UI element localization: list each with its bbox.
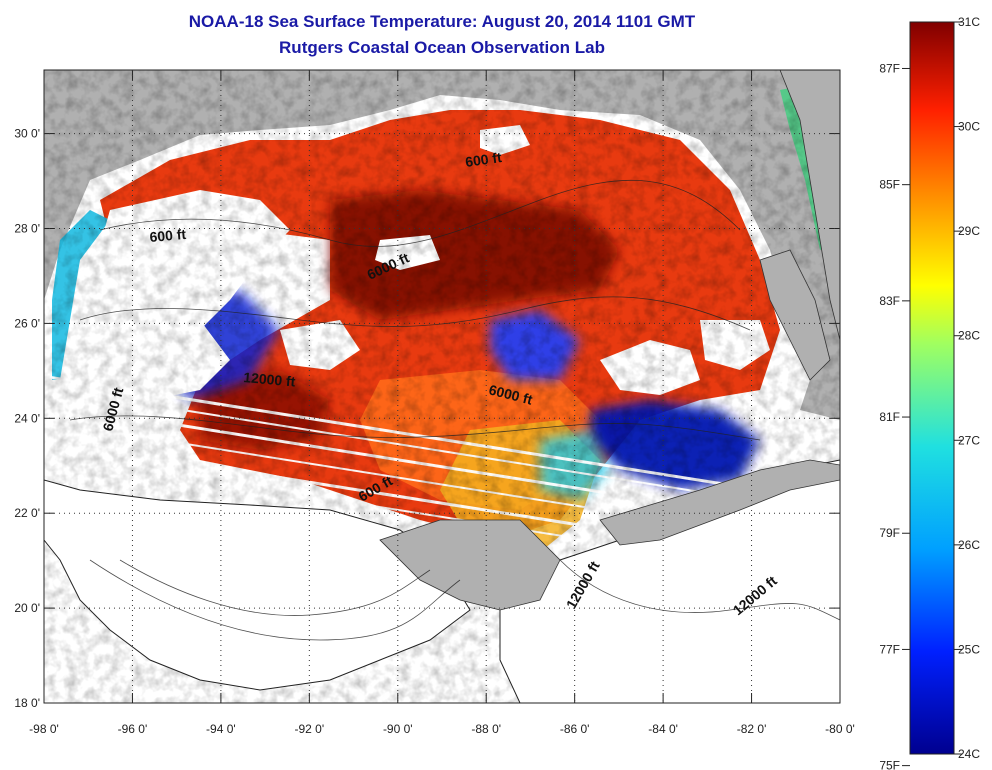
colorbar-gradient bbox=[909, 21, 955, 755]
x-tick-label: -80 0' bbox=[825, 722, 855, 736]
y-tick-label: 24 0' bbox=[14, 411, 40, 425]
y-tick-label: 30 0' bbox=[14, 127, 40, 141]
x-tick-label: -86 0' bbox=[560, 722, 590, 736]
colorbar-f-label: 75F bbox=[879, 759, 900, 770]
colorbar-c-label: 26C bbox=[958, 538, 980, 552]
contour-label: 600 ft bbox=[464, 149, 503, 170]
colorbar-f-label: 85F bbox=[879, 178, 900, 192]
y-tick-label: 20 0' bbox=[14, 601, 40, 615]
y-tick-label: 28 0' bbox=[14, 221, 40, 235]
y-tick-label: 18 0' bbox=[14, 696, 40, 710]
y-tick-label: 26 0' bbox=[14, 316, 40, 330]
map-subtitle: Rutgers Coastal Ocean Observation Lab bbox=[279, 38, 605, 57]
x-axis-labels: -98 0' -96 0' -94 0' -92 0' -90 0' -88 0' -86 … bbox=[29, 722, 855, 736]
x-tick-label: -82 0' bbox=[737, 722, 767, 736]
colorbar-c-label: 31C bbox=[958, 15, 980, 29]
y-axis-labels: 18 0' 20 0' 22 0' 24 0' 26 0' 28 0' 30 0' bbox=[14, 127, 40, 710]
bathymetry-contours bbox=[69, 179, 840, 641]
contour-label: 12000 ft bbox=[243, 369, 297, 390]
colorbar: 31C 30C 29C 28C 27C 26C 25C 24C 87F 85F 83F 81F 79F… bbox=[879, 15, 980, 770]
colorbar-f-label: 83F bbox=[879, 294, 900, 308]
colorbar-c-label: 24C bbox=[958, 747, 980, 761]
x-tick-label: -92 0' bbox=[295, 722, 325, 736]
map-body bbox=[44, 70, 840, 703]
x-tick-label: -88 0' bbox=[471, 722, 501, 736]
colorbar-c-label: 27C bbox=[958, 433, 980, 447]
cuba-land bbox=[599, 459, 840, 546]
contour-label: 600 ft bbox=[149, 226, 187, 245]
colorbar-fahrenheit-labels: 87F 85F 83F 81F 79F 77F 75F bbox=[879, 61, 910, 770]
yucatan-region bbox=[44, 479, 471, 691]
x-tick-label: -96 0' bbox=[118, 722, 148, 736]
x-tick-label: -84 0' bbox=[648, 722, 678, 736]
gridlines bbox=[44, 70, 840, 703]
x-tick-label: -90 0' bbox=[383, 722, 413, 736]
plot-frame bbox=[43, 69, 841, 704]
map-title: NOAA-18 Sea Surface Temperature: August … bbox=[188, 12, 696, 31]
colorbar-c-label: 25C bbox=[958, 642, 980, 656]
florida-land bbox=[700, 70, 840, 341]
colorbar-c-label: 28C bbox=[958, 329, 980, 343]
colorbar-c-label: 30C bbox=[958, 120, 980, 134]
colorbar-f-label: 81F bbox=[879, 410, 900, 424]
colorbar-f-label: 77F bbox=[879, 642, 900, 656]
colorbar-f-label: 87F bbox=[879, 61, 900, 75]
colorbar-f-label: 79F bbox=[879, 526, 900, 540]
x-tick-label: -98 0' bbox=[29, 722, 59, 736]
y-tick-label: 22 0' bbox=[14, 506, 40, 520]
colorbar-celsius-labels: 31C 30C 29C 28C 27C 26C 25C 24C bbox=[954, 15, 980, 761]
x-tick-label: -94 0' bbox=[206, 722, 236, 736]
colorbar-c-label: 29C bbox=[958, 224, 980, 238]
